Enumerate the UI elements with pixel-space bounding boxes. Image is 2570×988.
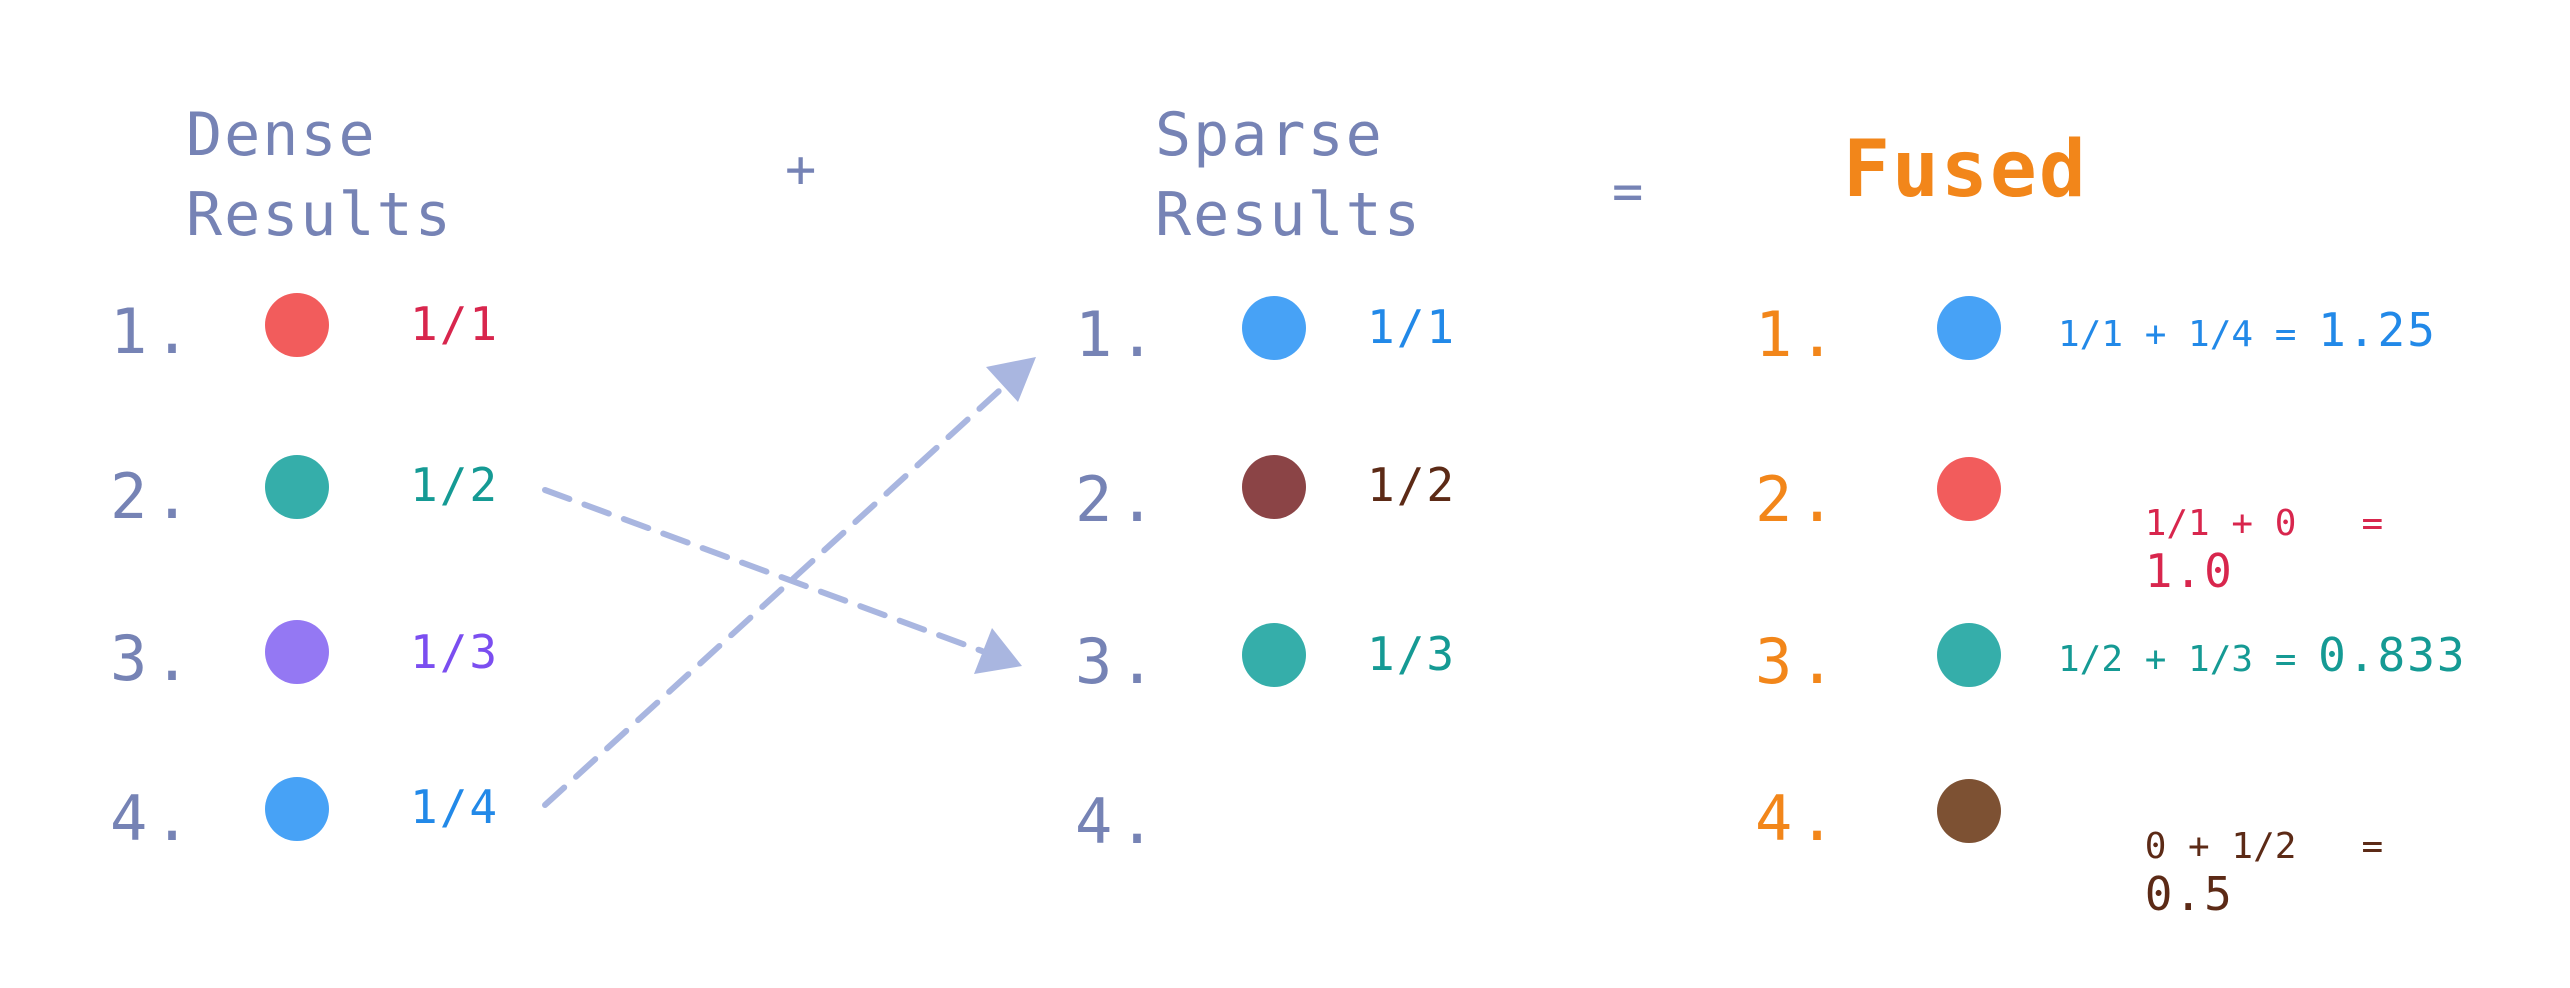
fused-result-2: 1.0 (2144, 544, 2234, 598)
sparse-title-line2: Results (1155, 180, 1422, 250)
fused-dot-1 (1937, 296, 2001, 360)
sparse-dot-2 (1242, 455, 1306, 519)
dense-score-4: 1/4 (410, 780, 500, 834)
dense-title-line1: Dense (186, 100, 377, 170)
dense-rank-2: 2. (110, 460, 197, 533)
fused-result-4: 0.5 (2144, 867, 2234, 921)
arrow-dense2-to-sparse3 (542, 487, 1022, 674)
equals-sign: = (1612, 162, 1644, 222)
dense-rank-1: 1. (110, 295, 197, 368)
sparse-score-2: 1/2 (1367, 458, 1457, 512)
dense-score-2: 1/2 (410, 458, 500, 512)
sparse-title-line1: Sparse (1155, 100, 1384, 170)
dense-score-1: 1/1 (410, 297, 500, 351)
fused-calc-4: 0 + 1/2 = 0.5 (2058, 785, 2383, 962)
fused-calc-3: 1/2 + 1/3 = 0.833 (2058, 628, 2467, 682)
sparse-dot-1 (1242, 296, 1306, 360)
fused-formula-1: 1/1 + 1/4 = (2058, 314, 2297, 355)
sparse-rank-2: 2. (1075, 463, 1162, 536)
dense-dot-3 (265, 620, 329, 684)
sparse-score-3: 1/3 (1367, 627, 1457, 681)
sparse-rank-4: 4. (1075, 785, 1162, 858)
fused-rank-2: 2. (1755, 463, 1842, 536)
fused-rank-4: 4. (1755, 782, 1842, 855)
fused-formula-4: 0 + 1/2 = (2144, 826, 2384, 867)
dense-rank-4: 4. (110, 782, 197, 855)
fused-calc-2: 1/1 + 0 = 1.0 (2058, 462, 2383, 639)
fused-rank-3: 3. (1755, 625, 1842, 698)
fused-formula-3: 1/2 + 1/3 = (2058, 639, 2297, 680)
dense-dot-2 (265, 455, 329, 519)
dense-dot-4 (265, 777, 329, 841)
sparse-rank-1: 1. (1075, 298, 1162, 371)
fused-title: Fused (1843, 125, 2088, 215)
arrow-dense4-to-sparse1 (542, 357, 1036, 808)
fused-result-3: 0.833 (2318, 628, 2467, 682)
fused-rank-1: 1. (1755, 298, 1842, 371)
sparse-dot-3 (1242, 623, 1306, 687)
fused-result-1: 1.25 (2318, 303, 2437, 357)
sparse-results-title: Sparse Results (1155, 95, 1422, 255)
dense-title-line2: Results (186, 180, 453, 250)
plus-sign: + (785, 140, 817, 200)
dense-score-3: 1/3 (410, 625, 500, 679)
fused-dot-3 (1937, 623, 2001, 687)
dense-dot-1 (265, 293, 329, 357)
fused-dot-2 (1937, 457, 2001, 521)
fused-calc-1: 1/1 + 1/4 = 1.25 (2058, 303, 2437, 357)
fused-dot-4 (1937, 779, 2001, 843)
dense-rank-3: 3. (110, 622, 197, 695)
sparse-score-1: 1/1 (1367, 300, 1457, 354)
sparse-rank-3: 3. (1075, 625, 1162, 698)
dense-results-title: Dense Results (186, 95, 453, 255)
fused-formula-2: 1/1 + 0 = (2144, 503, 2384, 544)
